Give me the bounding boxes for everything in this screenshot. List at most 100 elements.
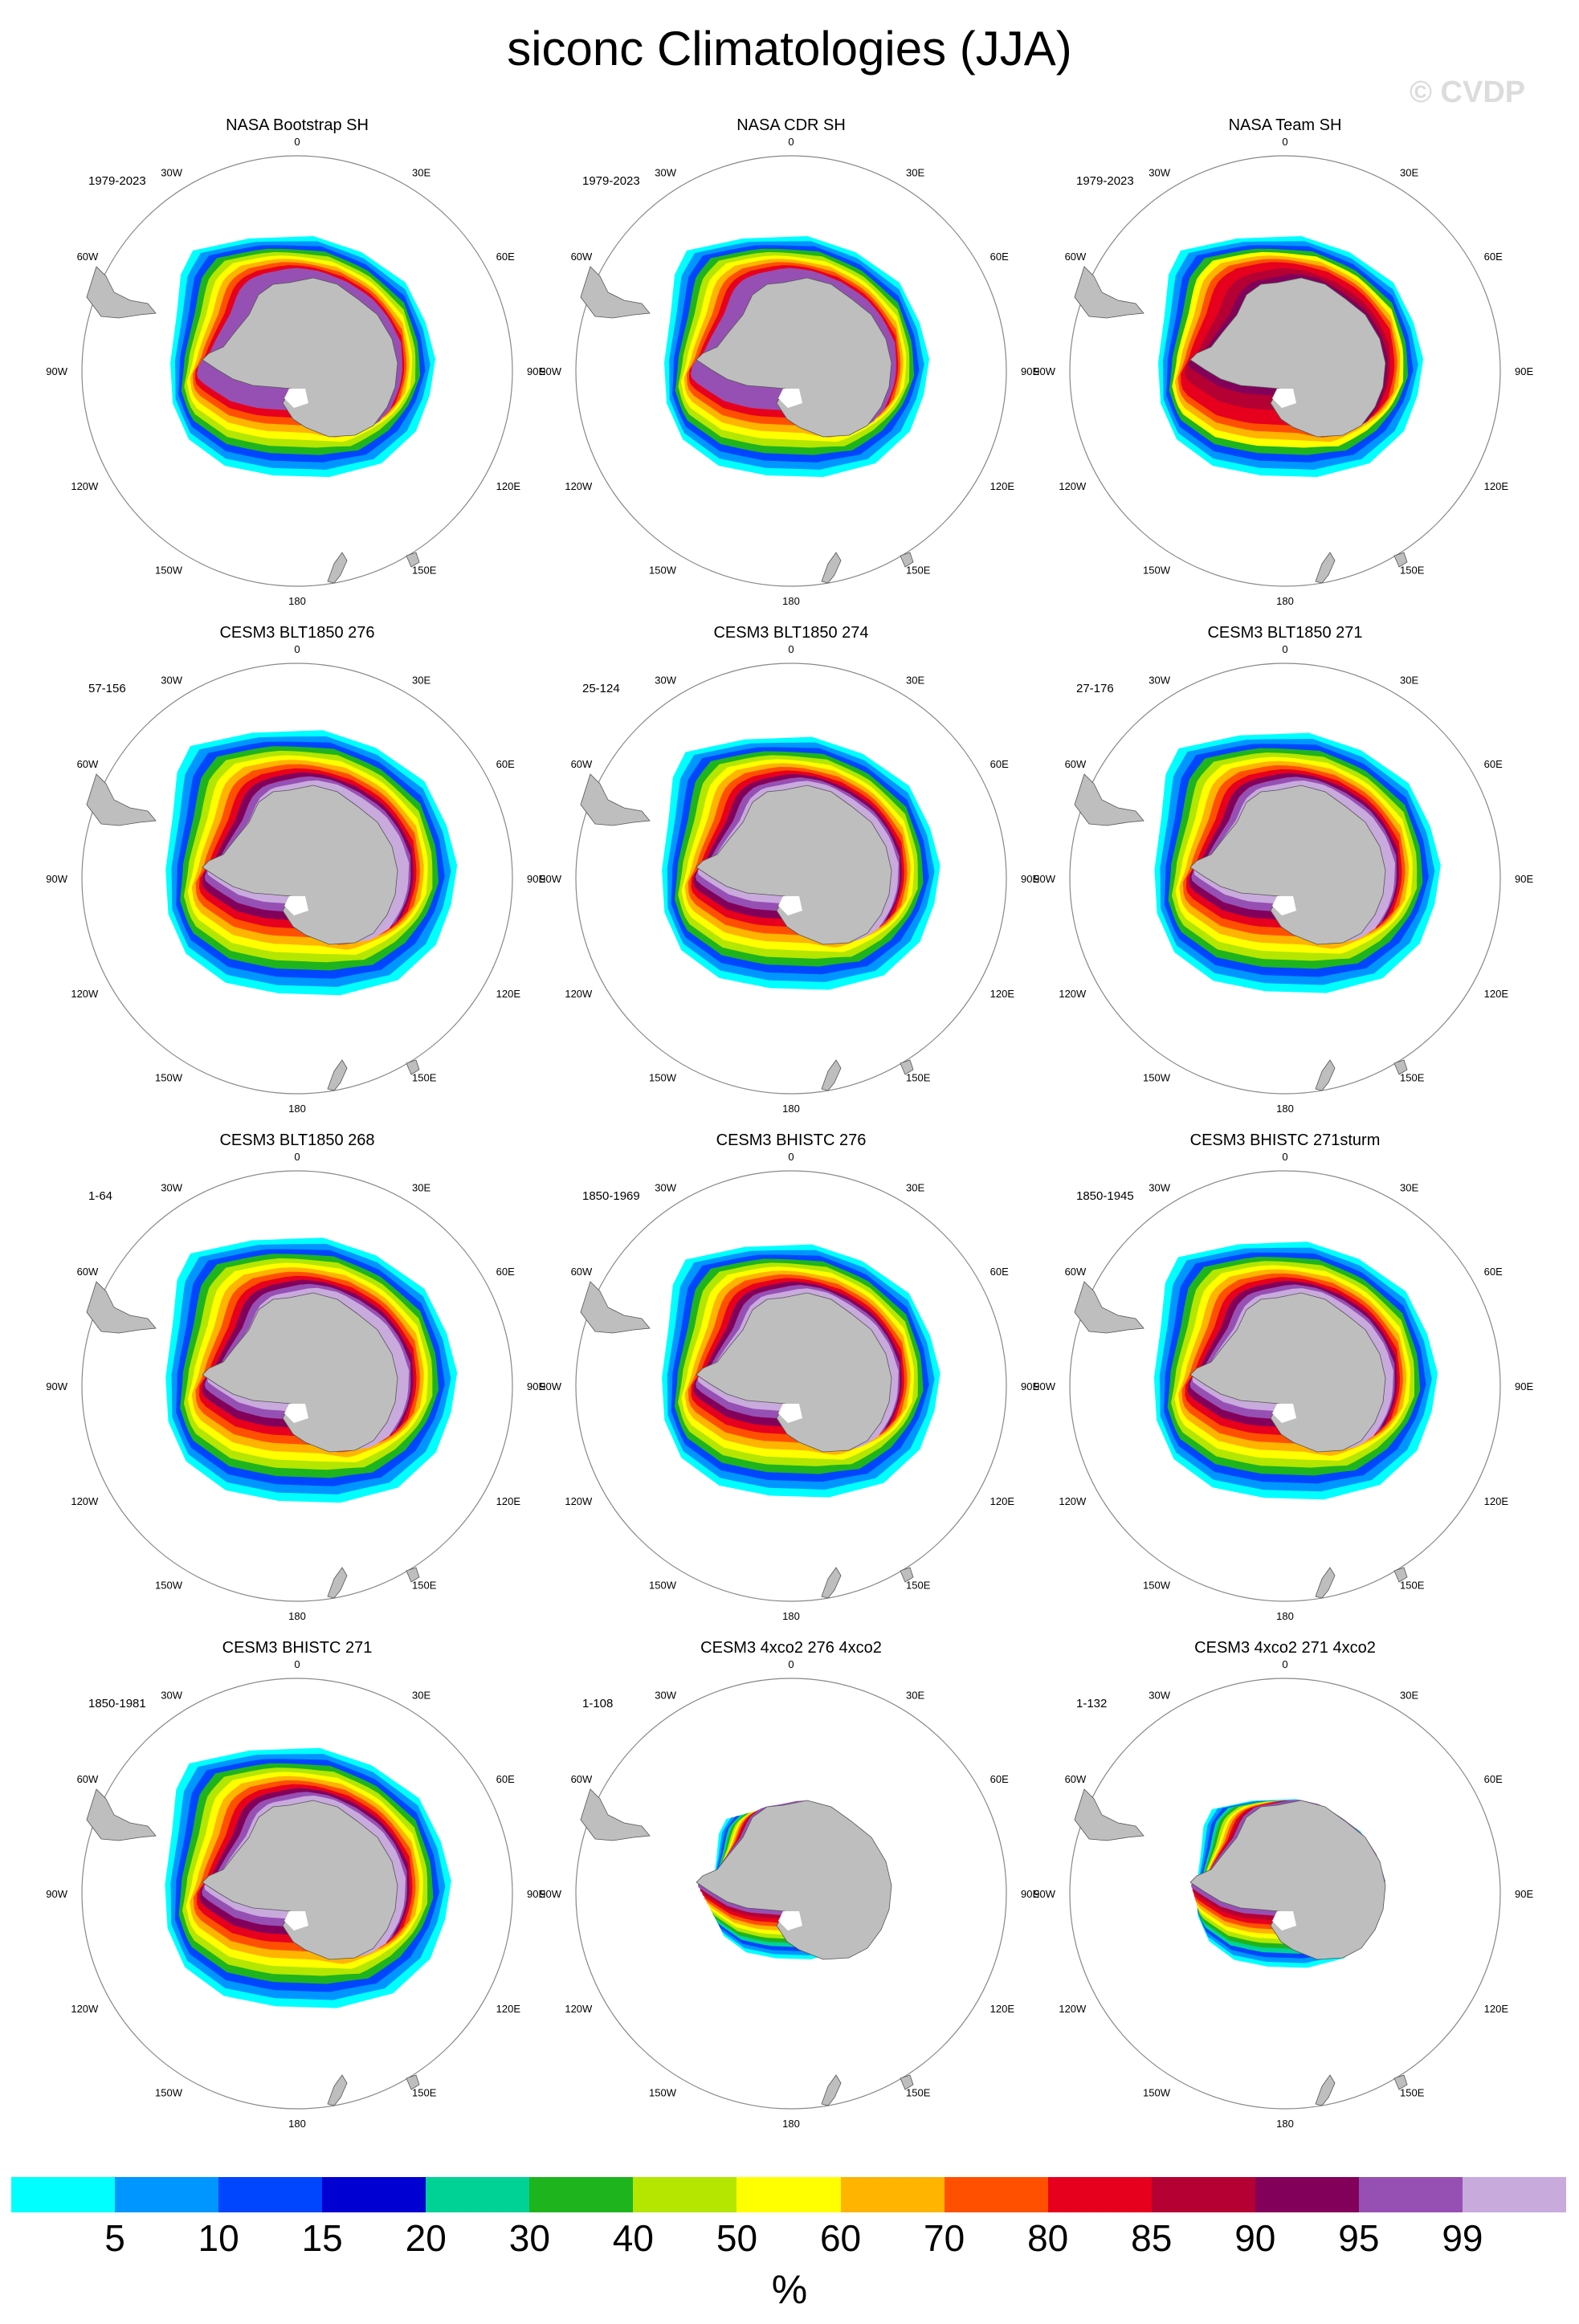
ice-shelf <box>778 896 802 915</box>
longitude-label: 0 <box>788 136 794 148</box>
map-panel: CESM3 BLT1850 276 57-156 0 30E 60E 90E 120E 150… <box>46 624 545 1115</box>
colorbar-swatch <box>1047 2177 1152 2212</box>
antarctica-landmass <box>1189 785 1386 945</box>
longitude-label: 150W <box>1143 1072 1171 1084</box>
longitude-label: 60W <box>571 1266 593 1278</box>
longitude-label: 60E <box>1484 758 1503 770</box>
map-panel: CESM3 BLT1850 271 27-176 0 30E 60E 90E 120E 150… <box>1034 624 1533 1115</box>
longitude-label: 60W <box>77 758 99 770</box>
longitude-label: 150E <box>412 565 437 577</box>
longitude-label: 90E <box>527 365 545 377</box>
panel-title: CESM3 BLT1850 276 <box>219 624 374 642</box>
panel-period: 1850-1969 <box>582 1189 640 1203</box>
longitude-label: 60W <box>1065 251 1087 263</box>
longitude-label: 30E <box>1400 1689 1418 1701</box>
longitude-label: 150W <box>155 1072 183 1084</box>
colorbar-swatch <box>1255 2177 1359 2212</box>
new-zealand-landmass <box>1315 1567 1336 1599</box>
longitude-label: 60W <box>571 1773 593 1785</box>
new-zealand-landmass <box>821 1567 842 1599</box>
longitude-label: 60W <box>77 1266 99 1278</box>
longitude-label: 30W <box>1149 1181 1170 1193</box>
longitude-label: 60W <box>1065 758 1087 770</box>
longitude-label: 150W <box>649 1072 677 1084</box>
colorbar-tick-label: 30 <box>508 2217 550 2259</box>
colorbar-labels: 5 10 15 20 30 40 50 60 70 80 85 90 95 99 <box>0 2216 1579 2265</box>
colorbar-tick-label: 40 <box>612 2217 654 2259</box>
longitude-label: 120W <box>565 2003 593 2015</box>
colorbar-tick-label: 95 <box>1338 2217 1380 2259</box>
longitude-label: 0 <box>294 136 300 148</box>
antarctica-landmass <box>202 785 398 945</box>
colorbar-swatch <box>633 2177 737 2212</box>
south-america-landmass <box>1074 1788 1144 1841</box>
tasmania-landmass <box>406 552 420 568</box>
longitude-label: 30W <box>655 674 676 686</box>
panel-period: 27-176 <box>1076 682 1114 695</box>
longitude-label: 90E <box>1021 1888 1039 1900</box>
longitude-label: 150W <box>155 565 183 577</box>
tasmania-landmass <box>406 1059 420 1075</box>
longitude-label: 60E <box>990 1773 1009 1785</box>
colorbar-swatch <box>218 2177 323 2212</box>
longitude-label: 30E <box>906 1181 924 1193</box>
tasmania-landmass <box>406 2074 420 2090</box>
longitude-label: 90W <box>46 1380 67 1392</box>
panel-title: CESM3 BLT1850 271 <box>1207 624 1362 642</box>
longitude-label: 30E <box>1400 674 1418 686</box>
tasmania-landmass <box>900 1567 914 1583</box>
longitude-label: 150E <box>1400 1072 1425 1084</box>
longitude-label: 0 <box>788 1151 794 1163</box>
longitude-label: 30W <box>161 674 182 686</box>
ice-shelf <box>284 1911 308 1931</box>
antarctica-landmass <box>1189 277 1386 438</box>
antarctica-landmass <box>1189 1292 1386 1453</box>
panel-title: NASA Bootstrap SH <box>226 116 369 134</box>
panel-period: 1979-2023 <box>88 174 146 188</box>
longitude-label: 90W <box>540 873 561 885</box>
longitude-label: 150W <box>649 1580 677 1592</box>
colorbar-tick-label: 60 <box>819 2217 862 2259</box>
longitude-label: 90W <box>1034 1380 1055 1392</box>
longitude-label: 90E <box>527 1888 545 1900</box>
longitude-label: 150W <box>1143 2087 1171 2099</box>
ice-shelf <box>1272 1911 1296 1931</box>
map-panel: NASA Team SH 1979-2023 0 30E 60E 90E 120E 150E 1… <box>1034 116 1533 607</box>
map-panel: CESM3 4xco2 276 4xco2 1-108 0 30E 60E 90E 120E… <box>540 1639 1039 2130</box>
tasmania-landmass <box>900 1059 914 1075</box>
colorbar-swatch <box>944 2177 1048 2212</box>
panel-period: 1979-2023 <box>582 174 640 188</box>
colorbar-tick-label: 85 <box>1131 2217 1173 2259</box>
longitude-label: 120E <box>496 1495 521 1507</box>
map-panel: CESM3 BLT1850 268 1-64 0 30E 60E 90E 120E 150E 1… <box>46 1131 545 1622</box>
longitude-label: 180 <box>288 1610 306 1622</box>
longitude-label: 90E <box>1515 1888 1533 1900</box>
south-america-landmass <box>580 1281 651 1334</box>
colorbar-units: % <box>771 2267 808 2312</box>
longitude-label: 60E <box>496 1266 515 1278</box>
longitude-label: 0 <box>1282 1151 1287 1163</box>
antarctica-landmass <box>202 1292 398 1453</box>
longitude-label: 30E <box>1400 166 1418 178</box>
longitude-label: 60W <box>571 758 593 770</box>
colorbar-swatch <box>1358 2177 1463 2212</box>
longitude-label: 60E <box>496 251 515 263</box>
map-panel: CESM3 BLT1850 274 25-124 0 30E 60E 90E 120E 150… <box>540 624 1039 1115</box>
longitude-label: 120E <box>990 1495 1015 1507</box>
south-america-landmass <box>580 266 651 319</box>
panel-title: NASA Team SH <box>1229 116 1342 134</box>
longitude-label: 30E <box>412 1689 430 1701</box>
panel-period: 1-108 <box>582 1697 613 1710</box>
longitude-label: 60E <box>990 758 1009 770</box>
panel-title: CESM3 BHISTC 276 <box>716 1131 867 1149</box>
longitude-label: 150E <box>1400 565 1425 577</box>
new-zealand-landmass <box>327 2074 348 2106</box>
longitude-label: 120W <box>565 1495 593 1507</box>
longitude-label: 150W <box>649 2087 677 2099</box>
longitude-label: 150E <box>412 1072 437 1084</box>
longitude-label: 150E <box>906 2087 931 2099</box>
antarctica-landmass <box>202 1800 398 1960</box>
longitude-label: 90E <box>527 873 545 885</box>
longitude-label: 60E <box>1484 1266 1503 1278</box>
antarctica-landmass <box>696 1292 892 1453</box>
